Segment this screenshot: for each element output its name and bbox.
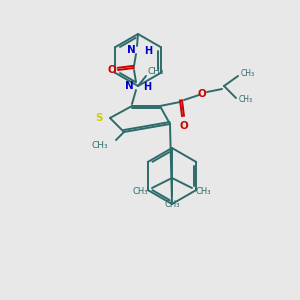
Text: H: H <box>144 46 152 56</box>
Text: N: N <box>125 81 134 91</box>
Text: CH₃: CH₃ <box>196 188 212 196</box>
Text: CH₃: CH₃ <box>241 70 255 79</box>
Text: CH₃: CH₃ <box>148 67 165 76</box>
Text: N: N <box>127 45 136 55</box>
Text: S: S <box>95 113 103 123</box>
Text: CH₃: CH₃ <box>92 142 108 151</box>
Text: O: O <box>198 89 206 99</box>
Text: CH₃: CH₃ <box>164 200 180 209</box>
Text: CH₃: CH₃ <box>133 188 148 196</box>
Text: O: O <box>108 65 116 75</box>
Text: CH₃: CH₃ <box>239 95 253 104</box>
Text: O: O <box>180 121 188 131</box>
Text: H: H <box>143 82 151 92</box>
